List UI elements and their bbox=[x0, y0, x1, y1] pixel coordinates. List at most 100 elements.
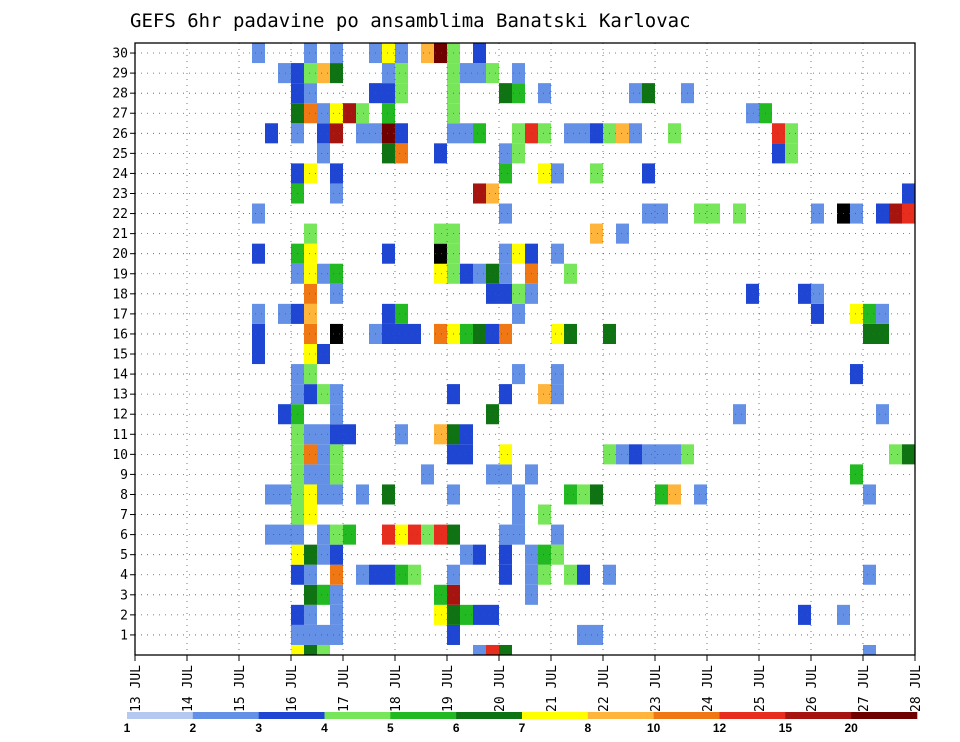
heatmap-cell bbox=[382, 524, 395, 545]
colorbar-label: 15 bbox=[779, 721, 793, 735]
heatmap-cell bbox=[733, 404, 746, 425]
colorbar-swatch bbox=[456, 712, 523, 719]
heatmap-cell bbox=[538, 83, 551, 104]
heatmap-cell bbox=[330, 464, 343, 485]
y-tick-label: 11 bbox=[112, 428, 128, 443]
heatmap-cell bbox=[863, 564, 876, 585]
heatmap-cell bbox=[499, 243, 512, 264]
x-tick-label: 28 JUL bbox=[909, 665, 924, 712]
heatmap-cell bbox=[486, 63, 499, 84]
y-tick-label: 5 bbox=[120, 548, 128, 563]
y-tick-label: 15 bbox=[112, 348, 128, 363]
heatmap-cell bbox=[330, 584, 343, 605]
heatmap-cell bbox=[304, 484, 317, 505]
heatmap-cell bbox=[330, 283, 343, 304]
heatmap-cell bbox=[499, 203, 512, 224]
heatmap-cell bbox=[564, 484, 577, 505]
heatmap-cell bbox=[499, 524, 512, 545]
heatmap-cell bbox=[382, 243, 395, 264]
heatmap-cell bbox=[486, 263, 499, 284]
heatmap-cell bbox=[317, 444, 330, 465]
heatmap-cell bbox=[577, 624, 590, 645]
colorbar-label: 6 bbox=[453, 721, 460, 735]
colorbar-swatch bbox=[192, 712, 259, 719]
heatmap-cell bbox=[317, 143, 330, 164]
heatmap-cell bbox=[499, 83, 512, 104]
heatmap-cell bbox=[304, 103, 317, 124]
heatmap-cell bbox=[304, 43, 317, 64]
heatmap-cell bbox=[902, 203, 915, 224]
heatmap-cell bbox=[434, 243, 447, 264]
heatmap-cell bbox=[434, 263, 447, 284]
heatmap-cell bbox=[499, 323, 512, 344]
heatmap-cell bbox=[564, 323, 577, 344]
heatmap-cell bbox=[876, 303, 889, 324]
heatmap-cell bbox=[473, 604, 486, 625]
heatmap-cell bbox=[330, 604, 343, 625]
heatmap-cell bbox=[499, 283, 512, 304]
y-tick-label: 3 bbox=[120, 588, 128, 603]
heatmap-cell bbox=[252, 303, 265, 324]
x-tick-label: 25 JUL bbox=[753, 665, 768, 712]
heatmap-cell bbox=[798, 283, 811, 304]
heatmap-cell bbox=[304, 323, 317, 344]
heatmap-cell bbox=[902, 444, 915, 465]
x-tick-label: 19 JUL bbox=[441, 665, 456, 712]
heatmap-cell bbox=[395, 43, 408, 64]
heatmap-cell bbox=[564, 564, 577, 585]
heatmap-cell bbox=[538, 504, 551, 525]
colorbar-swatch bbox=[653, 712, 720, 719]
heatmap-cell bbox=[642, 83, 655, 104]
colorbar-label: 12 bbox=[713, 721, 727, 735]
x-tick-label: 15 JUL bbox=[233, 665, 248, 712]
heatmap-cell bbox=[473, 123, 486, 144]
heatmap-cell bbox=[668, 444, 681, 465]
heatmap-cell bbox=[538, 163, 551, 184]
heatmap-cell bbox=[473, 63, 486, 84]
heatmap-cell bbox=[278, 484, 291, 505]
y-tick-label: 13 bbox=[112, 388, 128, 403]
heatmap-cell bbox=[668, 484, 681, 505]
heatmap-cell bbox=[317, 544, 330, 565]
heatmap-cell bbox=[811, 283, 824, 304]
heatmap-cell bbox=[668, 123, 681, 144]
heatmap-cell bbox=[434, 424, 447, 445]
y-tick-label: 27 bbox=[112, 107, 128, 122]
heatmap-cell bbox=[317, 103, 330, 124]
heatmap-cell bbox=[382, 323, 395, 344]
x-tick-label: 22 JUL bbox=[597, 665, 612, 712]
heatmap-cell bbox=[356, 484, 369, 505]
heatmap-cell bbox=[850, 464, 863, 485]
heatmap-cell bbox=[330, 624, 343, 645]
colorbar-label: 4 bbox=[321, 721, 328, 735]
heatmap-cell bbox=[382, 63, 395, 84]
heatmap-cell bbox=[486, 323, 499, 344]
x-tick-label: 26 JUL bbox=[805, 665, 820, 712]
y-tick-label: 28 bbox=[112, 87, 128, 102]
heatmap-cell bbox=[460, 544, 473, 565]
heatmap-cell bbox=[382, 303, 395, 324]
heatmap-cell bbox=[551, 544, 564, 565]
heatmap-cell bbox=[902, 183, 915, 204]
heatmap-cell bbox=[473, 544, 486, 565]
heatmap-cell bbox=[460, 263, 473, 284]
x-tick-label: 18 JUL bbox=[389, 665, 404, 712]
heatmap-cell bbox=[889, 444, 902, 465]
heatmap-cell bbox=[694, 484, 707, 505]
heatmap-cell bbox=[473, 183, 486, 204]
heatmap-cell bbox=[876, 323, 889, 344]
heatmap-cell bbox=[785, 123, 798, 144]
heatmap-cell bbox=[499, 163, 512, 184]
x-tick-label: 16 JUL bbox=[285, 665, 300, 712]
y-tick-label: 18 bbox=[112, 287, 128, 302]
heatmap-cell bbox=[278, 303, 291, 324]
heatmap-cell bbox=[460, 424, 473, 445]
heatmap-cell bbox=[317, 644, 330, 655]
heatmap-cell bbox=[382, 564, 395, 585]
heatmap-cell bbox=[746, 103, 759, 124]
heatmap-cell bbox=[499, 564, 512, 585]
heatmap-cell bbox=[356, 123, 369, 144]
heatmap-cell bbox=[876, 404, 889, 425]
heatmap-cell bbox=[434, 584, 447, 605]
